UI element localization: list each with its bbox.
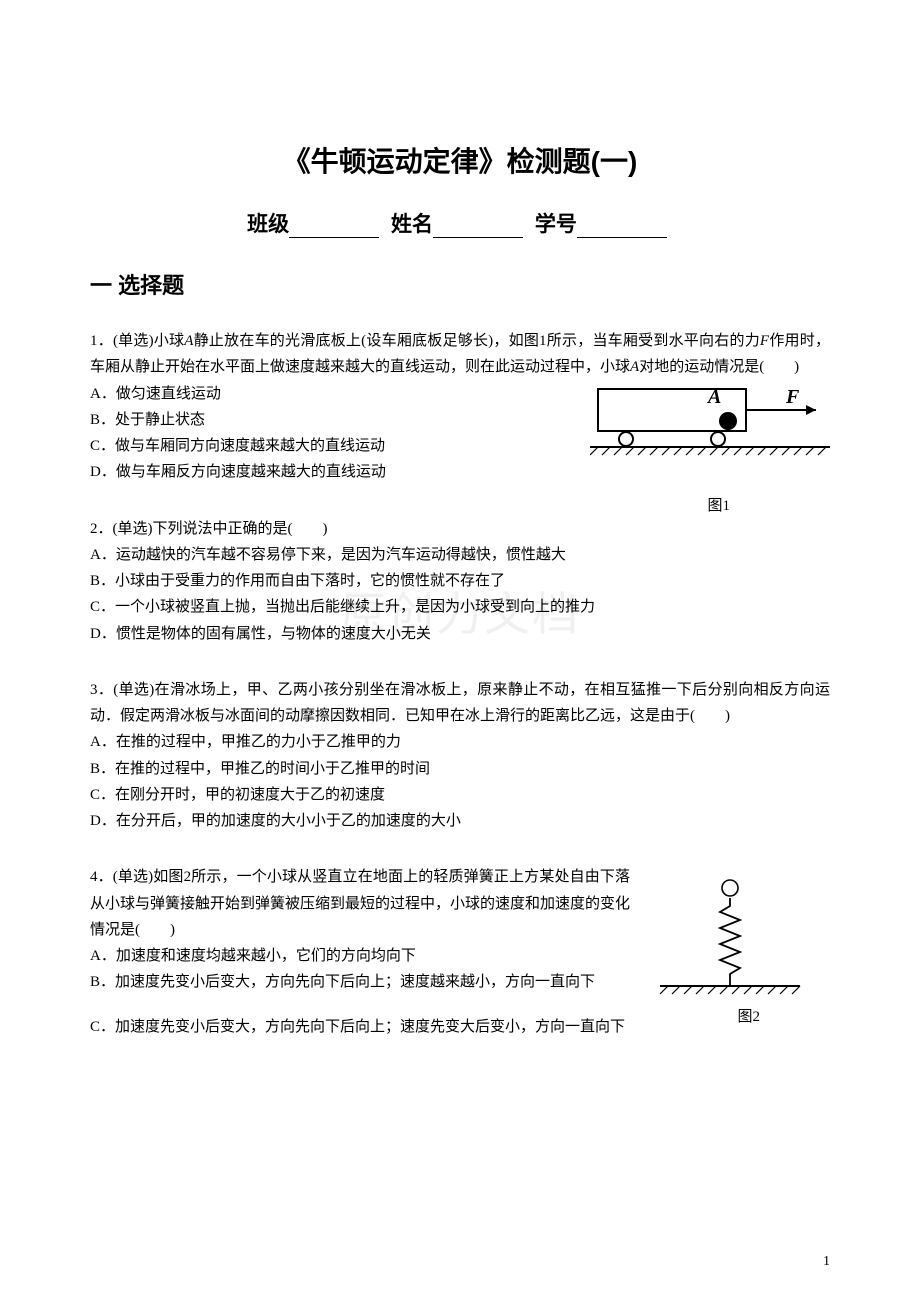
q3-optD: D．在分开后，甲的加速度的大小小于乙的加速度的大小 (90, 808, 830, 834)
fig1-label-F: F (785, 386, 800, 408)
q1-A2: A (630, 359, 639, 375)
doc-title: 《牛顿运动定律》检测题(一) (90, 140, 830, 180)
q2-optD: D．惯性是物体的固有属性，与物体的速度大小无关 (90, 621, 830, 647)
fig1-label-A: A (706, 386, 721, 408)
q1-optA: A．做匀速直线运动 (90, 381, 510, 407)
q1-stem-end: 对地的运动情况是( ) (639, 359, 799, 375)
q2-optA: A．运动越快的汽车越不容易停下来，是因为汽车运动得越快，惯性越大 (90, 542, 830, 568)
id-label: 学号 (535, 213, 577, 236)
name-label: 姓名 (391, 213, 433, 236)
figure-1-cart: A F (590, 383, 830, 463)
q1-stem-mid1: 静止放在车的光滑底板上(设车厢底板足够长)，如图1所示，当车厢受到水平向右的力 (193, 333, 759, 349)
page-content: 《牛顿运动定律》检测题(一) 班级 姓名 学号 一 选择题 1．(单选)小球A静… (90, 140, 830, 1040)
class-blank (289, 218, 379, 238)
q4-optA: A．加速度和速度均越来越小，它们的方向均向下 (90, 943, 630, 969)
name-blank (433, 218, 523, 238)
q4-optC: C．加速度先变小后变大，方向先向下后向上；速度先变大后变小，方向一直向下 (90, 1014, 830, 1040)
q4-optB: B．加速度先变小后变大，方向先向下后向上；速度越来越小，方向一直向下 (90, 969, 630, 995)
q2-optC: C．一个小球被竖直上抛，当抛出后能继续上升，是因为小球受到向上的推力 (90, 594, 830, 620)
figure-2-spring (650, 876, 810, 1006)
q3-stem: 3．(单选)在滑冰场上，甲、乙两小孩分别坐在滑冰板上，原来静止不动，在相互猛推一… (90, 677, 830, 730)
question-4: 4．(单选)如图2所示，一个小球从竖直立在地面上的轻质弹簧正上方某处自由下落 从… (90, 864, 830, 1040)
student-info-line: 班级 姓名 学号 (90, 208, 830, 238)
figure-2-caption: 图2 (737, 1004, 760, 1030)
q1-optC: C．做与车厢同方向速度越来越大的直线运动 (90, 433, 510, 459)
q3-optC: C．在刚分开时，甲的初速度大于乙的初速度 (90, 782, 830, 808)
q1-stem: 1．(单选)小球 A 静止放在车的光滑底板上(设车厢底板足够长)，如图1所示，当车厢… (90, 328, 830, 381)
q2-stem: 2．(单选)下列说法中正确的是( ) (90, 516, 830, 542)
q2-optB: B．小球由于受重力的作用而自由下落时，它的惯性就不存在了 (90, 568, 830, 594)
section-header: 一 选择题 (90, 268, 830, 300)
id-blank (577, 218, 667, 238)
question-1: 1．(单选)小球 A 静止放在车的光滑底板上(设车厢底板足够长)，如图1所示，当车厢… (90, 328, 830, 486)
q3-optB: B．在推的过程中，甲推乙的时间小于乙推甲的时间 (90, 756, 830, 782)
q1-F: F (760, 333, 769, 349)
question-3: 3．(单选)在滑冰场上，甲、乙两小孩分别坐在滑冰板上，原来静止不动，在相互猛推一… (90, 677, 830, 835)
q3-optA: A．在推的过程中，甲推乙的力小于乙推甲的力 (90, 729, 830, 755)
class-label: 班级 (247, 213, 289, 236)
q1-stem-pre: 1．(单选)小球 (90, 333, 184, 349)
q1-optD: D．做与车厢反方向速度越来越大的直线运动 (90, 459, 510, 485)
q1-optB: B．处于静止状态 (90, 407, 510, 433)
page-number: 1 (823, 1254, 830, 1270)
q4-stem: 4．(单选)如图2所示，一个小球从竖直立在地面上的轻质弹簧正上方某处自由下落 从… (90, 864, 630, 943)
question-2: 2．(单选)下列说法中正确的是( ) A．运动越快的汽车越不容易停下来，是因为汽… (90, 516, 830, 647)
